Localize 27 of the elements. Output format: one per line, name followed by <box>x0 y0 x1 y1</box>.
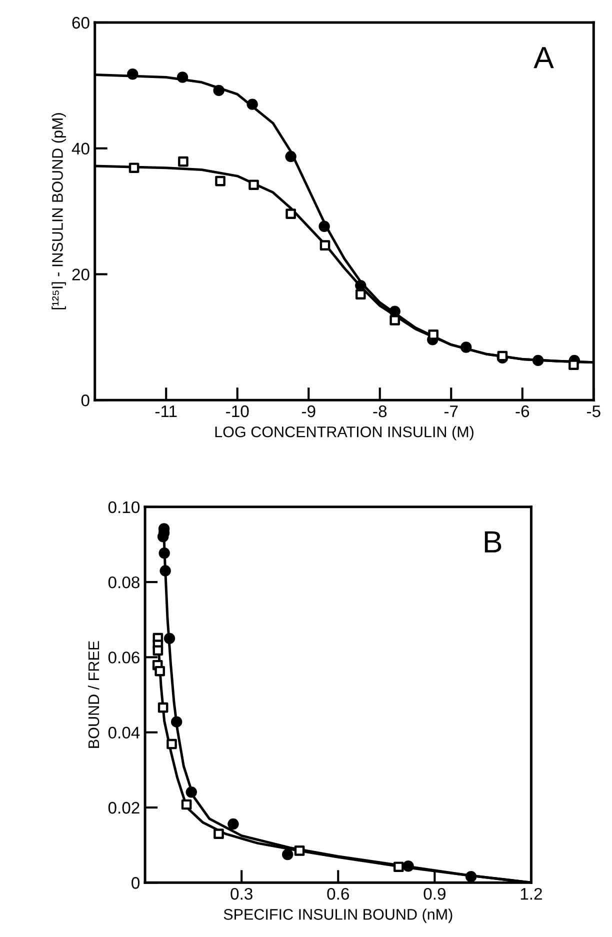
y-tick-label: 0.06 <box>108 652 140 664</box>
x-tick-label: 0.9 <box>424 888 446 900</box>
x-axis-title: SPECIFIC INSULIN BOUND (nM) <box>224 908 452 923</box>
y-axis-title: BOUND / FREE <box>88 641 100 748</box>
annotation: B <box>484 531 502 552</box>
x-tick-label: -7 <box>444 406 458 418</box>
y-tick-label: 40 <box>72 142 90 155</box>
annotation: A <box>534 47 554 68</box>
y-tick-label: 0.02 <box>108 802 140 814</box>
x-tick-label: -5 <box>586 406 600 418</box>
x-tick-label: -6 <box>516 405 530 418</box>
y-tick-label: 0 <box>132 877 140 889</box>
y-axis-title: [¹²⁵I] - INSULIN BOUND (pM) <box>52 113 66 310</box>
y-tick-label: 0.04 <box>108 726 140 739</box>
x-tick-label: -10 <box>226 405 249 418</box>
y-tick-label: 0 <box>81 394 90 406</box>
y-tick-label: 20 <box>72 268 90 280</box>
x-tick-label: -9 <box>302 405 316 418</box>
x-tick-label: 0.6 <box>327 888 349 900</box>
y-tick-label: 60 <box>72 16 90 29</box>
y-tick-label: 0.08 <box>108 576 140 588</box>
x-tick-label: 0.3 <box>230 888 252 900</box>
x-tick-label: -8 <box>373 405 387 418</box>
x-tick-label: -11 <box>155 406 177 418</box>
y-tick-label: 0.10 <box>108 501 140 514</box>
x-tick-label: 1.2 <box>520 888 542 900</box>
x-axis-title: LOG CONCENTRATION INSULIN (M) <box>215 426 474 440</box>
